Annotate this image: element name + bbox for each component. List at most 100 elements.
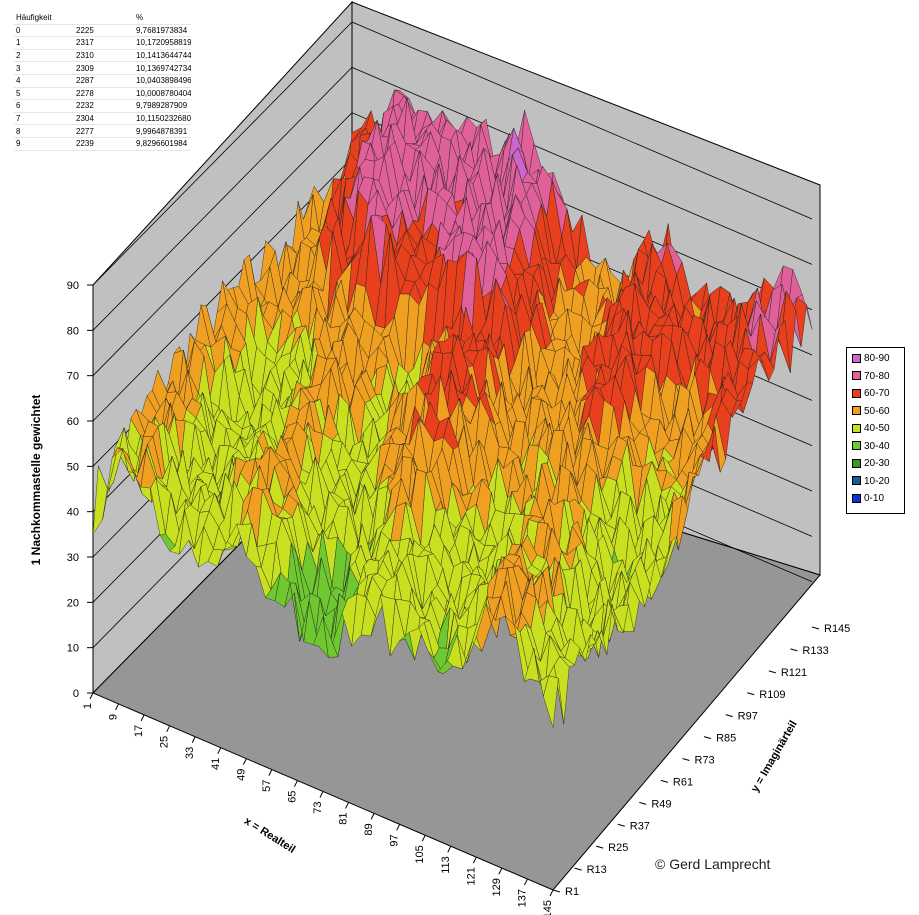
legend-swatch bbox=[852, 423, 861, 433]
table-cell: 10,1150232680 bbox=[134, 112, 191, 126]
legend-label: 60-70 bbox=[864, 388, 890, 399]
x-tick-label: 73 bbox=[312, 802, 324, 814]
y-tick-label: R121 bbox=[781, 667, 807, 679]
legend-item: 40-50 bbox=[852, 423, 890, 435]
x-tick bbox=[115, 703, 120, 711]
table-cell: 10,0403898496 bbox=[134, 74, 191, 88]
z-axis: 0 10 20 30 40 50 60 70 80 90 bbox=[67, 280, 93, 700]
x-tick bbox=[140, 714, 145, 722]
table-cell: 5 bbox=[14, 87, 74, 101]
table-cell: 9,9964878391 bbox=[134, 124, 191, 138]
table-row: 6 2232 9,7989287909 bbox=[14, 99, 191, 113]
table-cell: 10,1413644744 bbox=[134, 49, 191, 63]
table-cell: 1 bbox=[14, 36, 74, 50]
y-tick bbox=[725, 714, 733, 718]
table-cell: 2278 bbox=[74, 87, 134, 101]
x-tick-label: 41 bbox=[210, 758, 222, 770]
legend-item: 80-90 bbox=[852, 353, 890, 365]
x-tick bbox=[370, 813, 375, 820]
table-row: 1 2317 10,1720958819 bbox=[14, 36, 191, 50]
legend-label: 50-60 bbox=[864, 405, 890, 417]
table-cell: 9,7989287909 bbox=[134, 99, 191, 113]
x-tick-label: 97 bbox=[389, 834, 401, 846]
x-tick bbox=[89, 692, 94, 700]
x-tick-label: 57 bbox=[261, 780, 273, 792]
table-row: 9 2239 9,8296601984 bbox=[14, 137, 191, 151]
z-axis-title: 1 Nachkommastelle gewichtet bbox=[29, 395, 43, 566]
legend-label: 80-90 bbox=[864, 353, 890, 364]
table-cell: 3 bbox=[14, 61, 74, 75]
y-tick bbox=[790, 648, 798, 652]
x-tick-label: 1 bbox=[82, 703, 94, 709]
y-tick-label: R85 bbox=[716, 733, 736, 745]
x-tick-label: 89 bbox=[363, 823, 375, 835]
y-tick bbox=[574, 867, 582, 871]
z-tick-label: 40 bbox=[67, 507, 79, 519]
x-tick-label: 49 bbox=[235, 769, 247, 781]
table-cell: 2287 bbox=[74, 74, 134, 88]
table-cell: 2277 bbox=[74, 124, 134, 138]
table-row: 4 2287 10,0403898496 bbox=[14, 74, 191, 88]
y-tick bbox=[552, 889, 561, 893]
table-header: Häufigkeit % bbox=[14, 12, 191, 25]
y-axis-title: y = Imaginärteil bbox=[749, 719, 800, 795]
y-tick-label: R97 bbox=[738, 711, 758, 723]
x-tick-label: 17 bbox=[133, 725, 145, 737]
y-tick-label: R133 bbox=[802, 645, 828, 657]
z-tick-label: 70 bbox=[67, 371, 79, 383]
z-gridline bbox=[92, 66, 813, 331]
z-tick-label: 60 bbox=[67, 416, 79, 428]
legend-swatch bbox=[852, 476, 861, 486]
x-tick-label: 25 bbox=[159, 736, 171, 748]
legend-swatch bbox=[852, 371, 861, 381]
table-row: 7 2304 10,1150232680 bbox=[14, 112, 191, 126]
x-tick-label: 33 bbox=[184, 747, 196, 759]
x-tick-label: 81 bbox=[338, 812, 350, 824]
table-header-cell: Häufigkeit bbox=[14, 12, 74, 25]
table-cell: 9,7681973834 bbox=[134, 24, 191, 38]
legend-label: 70-80 bbox=[864, 370, 890, 382]
table-cell: 9 bbox=[14, 137, 74, 151]
x-tick bbox=[498, 867, 503, 875]
x-tick bbox=[447, 845, 452, 853]
y-tick-label: R13 bbox=[587, 864, 607, 876]
legend-swatch bbox=[852, 458, 861, 468]
y-tick-label: R1 bbox=[565, 886, 579, 898]
y-tick bbox=[768, 670, 776, 674]
y-tick bbox=[682, 758, 690, 761]
legend-item: 10-20 bbox=[852, 476, 890, 488]
x-tick bbox=[523, 878, 528, 886]
z-tick-label: 50 bbox=[67, 461, 79, 473]
table-cell: 8 bbox=[14, 124, 74, 138]
x-tick-label: 105 bbox=[414, 845, 426, 863]
y-tick-label: R49 bbox=[651, 798, 671, 810]
legend-swatch bbox=[852, 388, 861, 398]
x-tick bbox=[472, 856, 477, 864]
x-axis-title: x = Realteil bbox=[242, 815, 297, 856]
y-tick bbox=[703, 736, 712, 740]
y-tick-label: R61 bbox=[673, 776, 693, 788]
legend-item: 50-60 bbox=[852, 406, 890, 418]
table-row: 0 2225 9,7681973834 bbox=[14, 24, 191, 38]
legend-swatch bbox=[852, 353, 861, 363]
z-tick-label: 30 bbox=[67, 552, 79, 564]
table-cell: 0 bbox=[14, 24, 74, 38]
legend-item: 30-40 bbox=[852, 441, 890, 453]
legend-swatch bbox=[852, 493, 861, 503]
table-cell: 4 bbox=[14, 74, 74, 88]
y-tick bbox=[639, 801, 647, 805]
frequency-table: Häufigkeit % 0 2225 9,7681973834 1 2317 10,1… bbox=[14, 12, 191, 151]
x-tick-label: 145 bbox=[542, 900, 554, 915]
legend-label: 40-50 bbox=[864, 423, 890, 434]
y-tick-label: R109 bbox=[759, 689, 785, 701]
z-tick-label: 90 bbox=[67, 280, 79, 292]
z-tick-label: 20 bbox=[67, 597, 79, 609]
y-tick-label: R25 bbox=[608, 842, 628, 854]
chart-legend: 80-90 70-80 60-70 50-60 40-50 30-40 20-30 10-20… bbox=[846, 347, 905, 514]
x-tick bbox=[319, 791, 324, 798]
y-tick-label: R145 bbox=[824, 623, 850, 635]
table-row: 3 2309 10,1369742734 bbox=[14, 61, 191, 75]
x-tick bbox=[293, 780, 298, 787]
y-tick-label: R73 bbox=[695, 755, 715, 767]
